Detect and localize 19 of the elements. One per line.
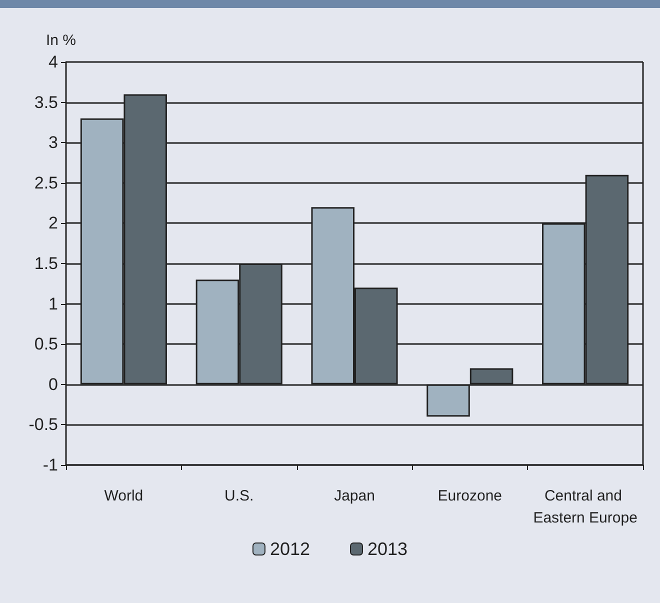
y-tick-label: 1 — [48, 294, 58, 314]
y-tick-label: 2.5 — [34, 173, 58, 192]
x-tick-label: U.S. — [224, 488, 254, 504]
x-tick-label: World — [104, 488, 144, 504]
y-tick-label: 3.5 — [34, 92, 58, 112]
y-tick-label: -1 — [42, 456, 58, 474]
y-tick-label: 0 — [48, 374, 58, 394]
y-tick-label: 0.5 — [34, 334, 58, 354]
y-tick-label: 4 — [48, 52, 58, 72]
y-tick-label: 1.5 — [34, 254, 58, 273]
y-tick-label: 2 — [48, 214, 58, 233]
y-tick-label: -0.5 — [28, 415, 58, 434]
x-tick-label: Eurozone — [438, 488, 502, 504]
y-axis-title: In % — [46, 32, 76, 49]
x-tick-label: Central and Eastern Europe — [533, 488, 638, 526]
y-tick-label: 3 — [48, 133, 58, 152]
x-tick-label: Japan — [334, 488, 375, 504]
legend-label: 2013 — [368, 539, 408, 559]
legend-label: 2012 — [270, 539, 310, 559]
